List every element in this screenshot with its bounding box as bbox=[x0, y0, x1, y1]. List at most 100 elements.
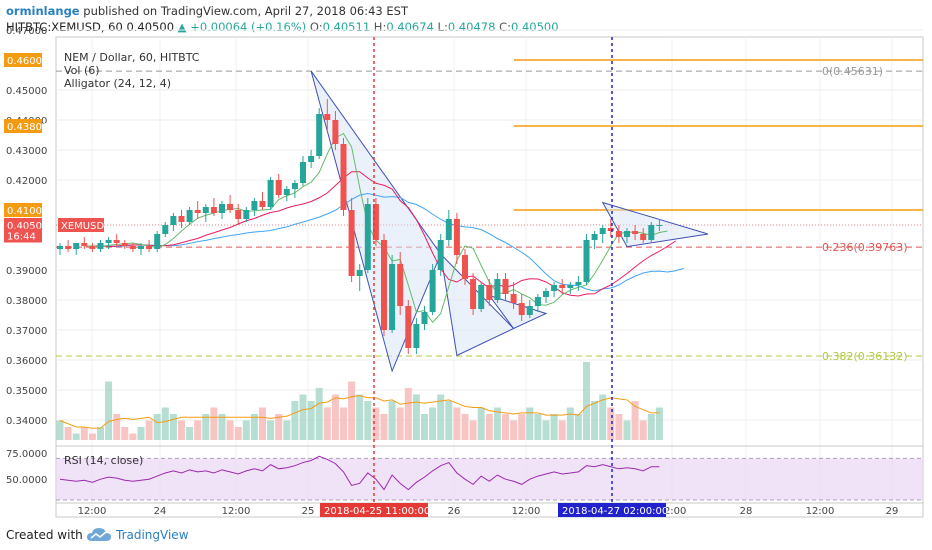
volume-bar bbox=[121, 427, 129, 440]
volume-bar bbox=[56, 420, 64, 440]
candle-body bbox=[227, 204, 234, 210]
time-marker-badge bbox=[320, 503, 428, 517]
volume-bar bbox=[161, 407, 169, 440]
candle-body bbox=[559, 285, 566, 288]
candle-body bbox=[470, 279, 477, 309]
candle-body bbox=[478, 285, 485, 309]
candle-body bbox=[324, 114, 331, 120]
tradingview-brand[interactable]: TradingView bbox=[116, 528, 189, 542]
price-tick-label: 0.34000 bbox=[6, 416, 47, 427]
price-tick-label: 0.39000 bbox=[6, 266, 47, 277]
candle-body bbox=[57, 246, 63, 249]
volume-bar bbox=[599, 394, 607, 440]
candle-body bbox=[389, 264, 396, 330]
price-tick-label: 0.36000 bbox=[6, 356, 47, 367]
volume-bar bbox=[477, 407, 485, 440]
candle-body bbox=[356, 270, 363, 276]
volume-bar bbox=[331, 394, 339, 440]
candle-body bbox=[372, 204, 379, 240]
alligator-teeth-line bbox=[92, 171, 676, 297]
candle-body bbox=[259, 201, 266, 207]
volume-bar bbox=[510, 420, 518, 440]
up-arrow-icon: ▲ bbox=[177, 20, 187, 34]
candle-body bbox=[607, 228, 614, 231]
volume-bar bbox=[72, 433, 80, 440]
volume-bar bbox=[267, 420, 275, 440]
candle-body bbox=[105, 240, 112, 243]
candle-body bbox=[462, 255, 468, 279]
close-label: C: bbox=[499, 20, 511, 34]
candle-body bbox=[648, 225, 655, 240]
volume-bar bbox=[445, 401, 453, 440]
volume-bar bbox=[291, 401, 299, 440]
x-tick-label: 12:00 bbox=[78, 506, 107, 517]
author-name[interactable]: orminlange bbox=[6, 4, 80, 18]
price-tick-label: 0.42000 bbox=[6, 176, 47, 187]
alligator-legend: Alligator (24, 12, 4) bbox=[64, 77, 171, 90]
price-chart[interactable]: 0(0.45631) 0.236(0.39763) 0.382(0.36132) 7… bbox=[0, 0, 932, 520]
volume-bar bbox=[137, 427, 145, 440]
candle-body bbox=[219, 204, 225, 213]
price-badge-label: 0.46000 bbox=[7, 56, 48, 67]
volume-bar bbox=[607, 407, 615, 440]
volume-bar bbox=[340, 407, 347, 440]
volume-ma-line bbox=[59, 395, 660, 429]
volume-bar bbox=[388, 401, 396, 440]
candle-body bbox=[575, 282, 582, 285]
volume-bar bbox=[574, 414, 582, 440]
volume-bar bbox=[558, 420, 566, 440]
volume-bar bbox=[526, 407, 534, 440]
volume-bar bbox=[259, 407, 266, 440]
volume-bar bbox=[421, 414, 428, 440]
volume-bar bbox=[356, 394, 364, 440]
volume-bar bbox=[88, 433, 96, 440]
rsi-band-fill bbox=[56, 458, 923, 500]
volume-bar bbox=[202, 414, 210, 440]
x-tick-label: 12:00 bbox=[806, 506, 835, 517]
candle-body bbox=[146, 246, 153, 249]
created-with-label: Created with bbox=[6, 528, 83, 542]
chart-title: NEM / Dollar, 60, HITBTC bbox=[64, 51, 200, 64]
pattern-triangle-2 bbox=[439, 252, 515, 357]
candle-body bbox=[113, 240, 120, 243]
candle-body bbox=[437, 240, 444, 270]
volume-bar bbox=[129, 433, 137, 440]
candle-body bbox=[340, 144, 347, 210]
candle-body bbox=[178, 216, 185, 222]
candle-body bbox=[81, 243, 88, 246]
alligator-jaw-line bbox=[100, 192, 684, 292]
candle-body bbox=[138, 246, 144, 249]
candle-body bbox=[186, 210, 193, 222]
x-tick-label: 29 bbox=[886, 506, 899, 517]
chart-frame bbox=[55, 36, 924, 518]
volume-bar bbox=[412, 394, 420, 440]
low-label: L: bbox=[437, 20, 448, 34]
price-tick-label: 0.37000 bbox=[6, 326, 47, 337]
candle-body bbox=[640, 234, 647, 240]
volume-bar bbox=[97, 427, 104, 440]
volume-bar bbox=[655, 407, 663, 440]
x-tick-label: 26 bbox=[448, 506, 461, 517]
candle-body bbox=[348, 210, 355, 276]
x-tick-label: 12:00 bbox=[512, 506, 541, 517]
volume-bar bbox=[437, 394, 445, 440]
volume-bar bbox=[169, 414, 177, 440]
candle-body bbox=[316, 114, 323, 156]
candle-body bbox=[202, 207, 209, 213]
volume-bar bbox=[429, 407, 437, 440]
candle-body bbox=[210, 207, 217, 213]
candle-body bbox=[632, 231, 639, 234]
volume-bar bbox=[583, 362, 590, 440]
price-tick-label: 0.38000 bbox=[6, 296, 47, 307]
rsi-tick-label: 75.0000 bbox=[6, 449, 47, 460]
candle-body bbox=[291, 183, 298, 189]
fib-level-label: 0.236(0.39763) bbox=[822, 241, 908, 254]
x-tick-label: 12:00 bbox=[222, 506, 251, 517]
fib-level-label: 0(0.45631) bbox=[822, 65, 883, 78]
volume-bar bbox=[493, 407, 501, 440]
volume-bar bbox=[218, 414, 226, 440]
symbol-tag bbox=[58, 218, 104, 232]
pattern-triangle-3 bbox=[487, 294, 548, 330]
candle-body bbox=[518, 303, 525, 315]
volume-bar bbox=[591, 401, 599, 440]
